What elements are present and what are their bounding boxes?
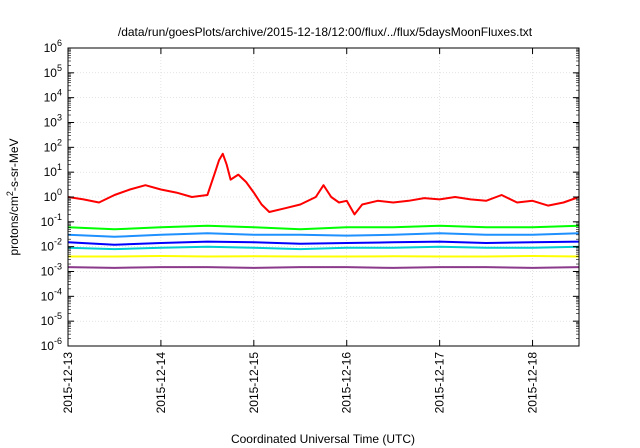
y-tick-label: 103: [44, 113, 62, 130]
y-tick-label: 106: [44, 38, 62, 55]
series-line-1: [67, 152, 580, 216]
x-tick-label: 2015-12-13: [61, 352, 75, 414]
y-tick-label: 10-4: [41, 286, 62, 303]
series-line-7: [67, 266, 580, 269]
series-line-2: [67, 224, 580, 231]
series-line-6: [68, 255, 580, 258]
x-tick-label: 2015-12-15: [247, 352, 261, 414]
y-tick-label: 101: [44, 162, 62, 179]
y-tick-label: 10-1: [41, 212, 62, 229]
x-tick-label: 2015-12-17: [433, 352, 447, 414]
y-tick-label: 10-3: [41, 262, 62, 279]
series-line-3: [67, 232, 580, 238]
series-line-5: [67, 245, 580, 251]
chart-title: /data/run/goesPlots/archive/2015-12-18/1…: [118, 25, 533, 39]
x-tick-label: 2015-12-16: [340, 352, 354, 414]
x-axis-label: Coordinated Universal Time (UTC): [231, 432, 415, 446]
y-axis-label: protons/cm2-s-sr-MeV: [5, 138, 21, 255]
y-tick-label: 100: [44, 187, 62, 204]
y-tick-label: 10-5: [41, 311, 62, 328]
y-tick-label: 10-6: [41, 336, 62, 353]
series-line-4: [67, 240, 580, 246]
grid: [68, 48, 579, 346]
y-tick-label: 10-2: [41, 237, 62, 254]
x-tick-label: 2015-12-14: [154, 352, 168, 414]
x-tick-label: 2015-12-18: [526, 352, 540, 414]
series-layer: [67, 152, 580, 269]
y-tick-label: 104: [44, 88, 62, 105]
y-tick-label: 102: [44, 137, 62, 154]
y-tick-label: 105: [44, 63, 62, 80]
x-axis-ticks: 2015-12-13 2015-12-14 2015-12-15 2015-12-16…: [61, 48, 540, 413]
y-axis-ticks: 10-6 10-5 10-4 10-3 10-2 10-1 100 101 102 103 104 1…: [41, 38, 579, 353]
